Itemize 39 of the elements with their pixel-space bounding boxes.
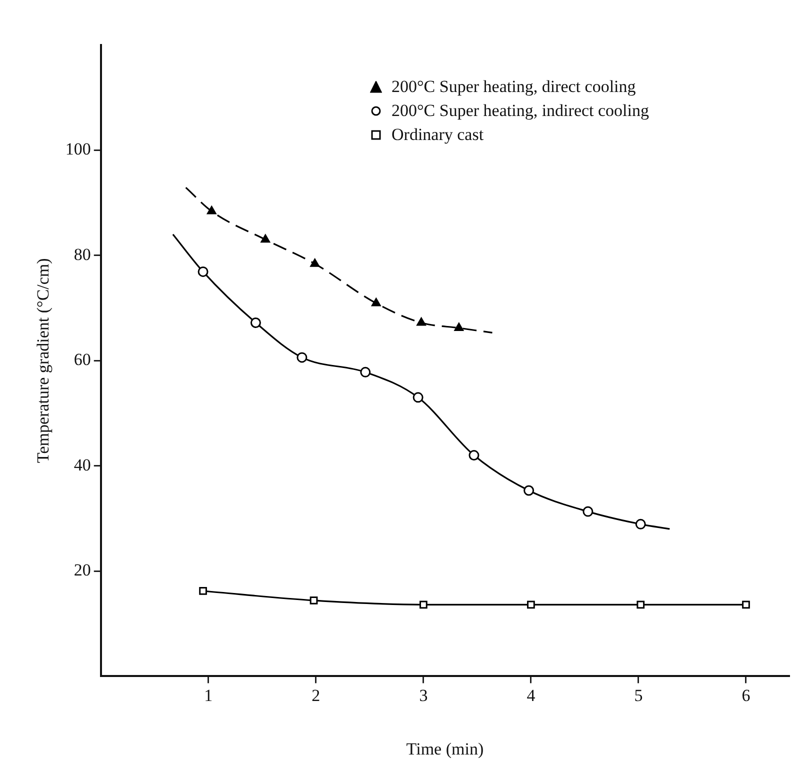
point xyxy=(310,258,320,267)
y-tick-label: 60 xyxy=(74,350,91,370)
point xyxy=(250,317,261,328)
point xyxy=(360,366,371,378)
point xyxy=(742,600,750,609)
y-tick-label: 80 xyxy=(74,244,91,264)
x-tick-label: 2 xyxy=(312,686,320,705)
x-tick-label: 1 xyxy=(204,686,213,705)
point xyxy=(310,596,318,604)
x-tick-label: 6 xyxy=(742,686,750,705)
legend-label: 200°C Super heating, indirect cooling xyxy=(392,100,649,122)
point xyxy=(636,600,645,609)
y-axis-title: Temperature gradient (°C/cm) xyxy=(34,258,53,463)
x-tick-label: 3 xyxy=(419,686,428,705)
x-tick-label: 4 xyxy=(526,686,536,705)
point xyxy=(371,298,381,306)
y-tick-label: 40 xyxy=(74,455,91,474)
point xyxy=(206,206,216,214)
point xyxy=(296,352,308,363)
point xyxy=(524,485,534,496)
point xyxy=(199,587,207,595)
point xyxy=(454,322,464,331)
point xyxy=(527,600,535,609)
x-tick-label: 5 xyxy=(634,686,643,705)
line-series xyxy=(185,186,494,334)
y-tick-label: 100 xyxy=(65,140,91,159)
point xyxy=(260,234,270,243)
x-axis-title: Time (min) xyxy=(406,739,484,758)
point xyxy=(416,317,426,326)
point xyxy=(198,266,208,277)
line-series xyxy=(172,234,670,530)
point xyxy=(412,392,424,403)
point xyxy=(420,600,428,609)
point xyxy=(468,450,480,461)
y-tick-label: 20 xyxy=(74,560,91,580)
legend-label: Ordinary cast xyxy=(392,124,484,146)
legend-label: 200°C Super heating, direct cooling xyxy=(392,76,636,98)
point xyxy=(635,518,646,530)
point xyxy=(582,506,594,517)
